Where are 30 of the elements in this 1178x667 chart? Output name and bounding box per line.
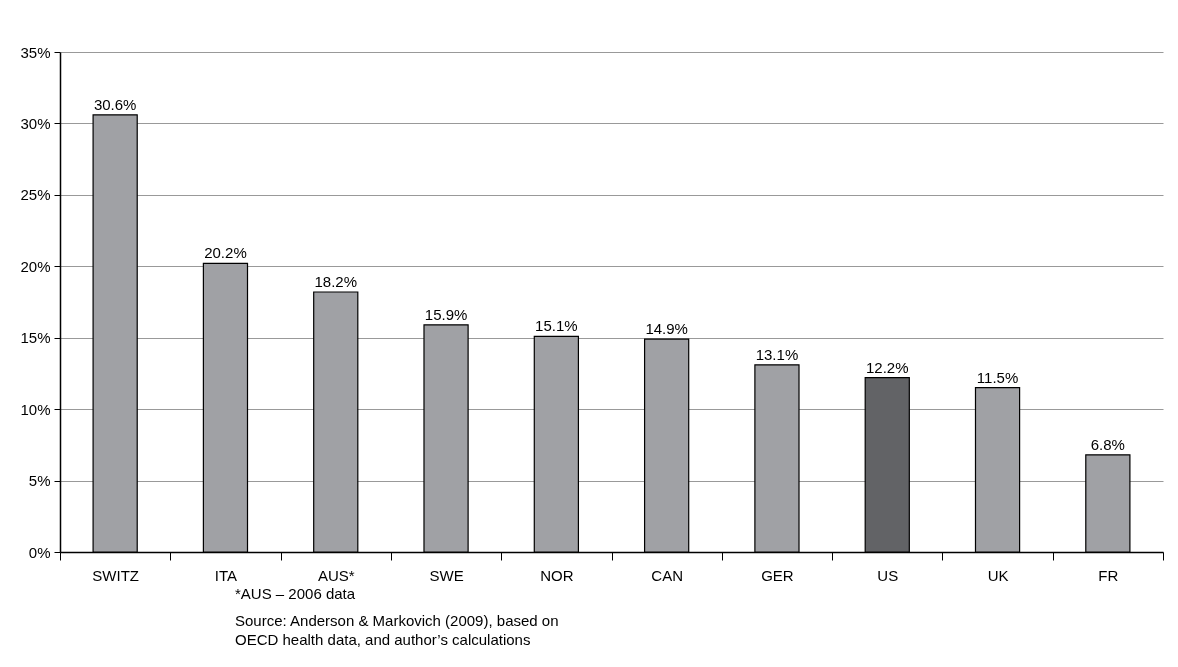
x-tick-label: CAN [651,566,683,584]
y-tick-label: 25% [20,186,51,204]
data-label: 15.1% [535,317,578,335]
x-tick-label: AUS* [317,566,355,584]
text: *AUS – 2006 data [235,584,356,603]
x-tick-label: SWE [429,566,464,584]
y-tick-label: 10% [20,400,51,418]
source-note: Source: Anderson & Markovich (2009), based on OECD health data, and author’s calculations [235,611,560,649]
y-tick-label: 35% [20,43,51,61]
y-tick-label: 15% [20,329,51,347]
data-label: 12.2% [865,358,909,376]
data-label: 11.5% [976,368,1019,386]
y-tick-label: 20% [20,257,51,275]
x-tick-label: UK [987,566,1009,584]
x-tick-label: ITA [214,566,238,584]
x-tick-label: NOR [540,566,574,584]
data-label: 14.9% [645,320,688,338]
x-tick-label: FR [1098,566,1119,584]
x-tick-label: GER [761,566,794,584]
data-label: 18.2% [314,273,358,290]
y-tick-label: 5% [28,472,51,490]
x-tick-label: SWITZ [92,566,139,584]
data-label: 13.1% [755,345,799,363]
y-tick-label: 0% [28,543,51,561]
data-label: 15.9% [424,305,468,323]
y-tick-label: 30% [20,114,51,132]
data-label: 6.8% [1090,435,1125,453]
data-label: 30.6% [93,95,137,113]
data-label: 20.2% [204,244,247,262]
x-tick-label: US [877,566,899,584]
